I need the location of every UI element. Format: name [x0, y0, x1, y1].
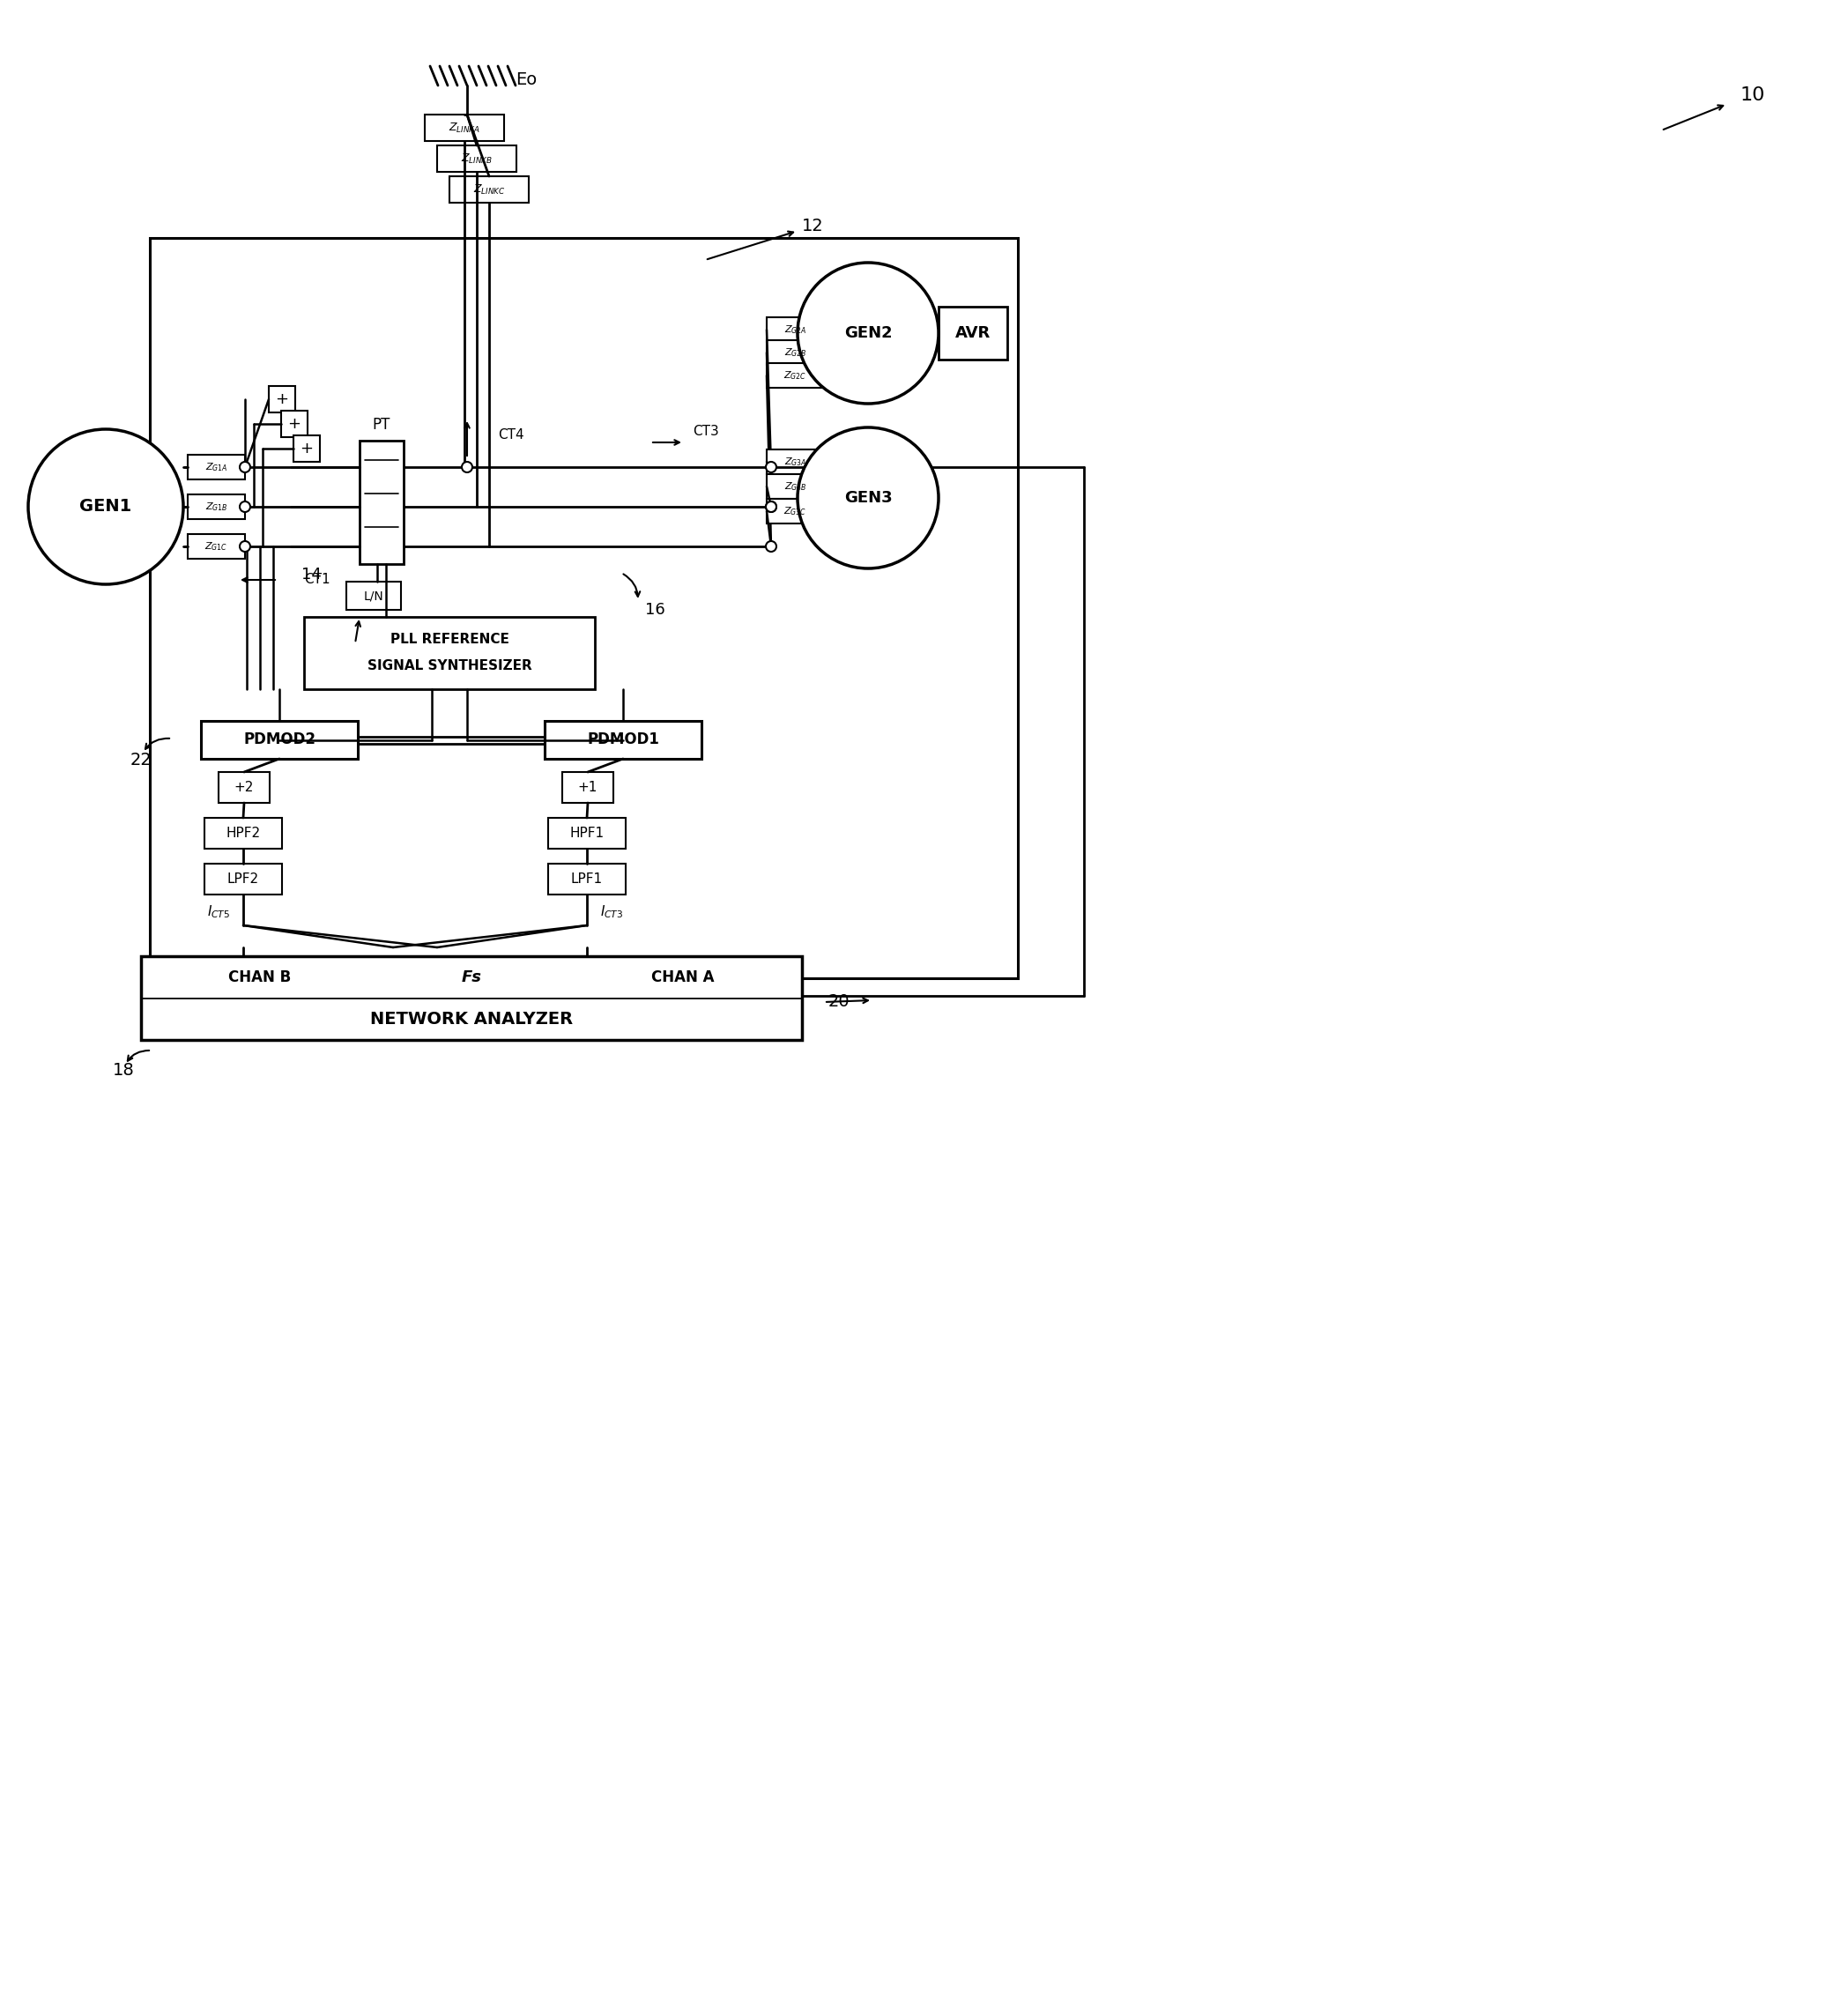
Text: GEN2: GEN2 — [845, 326, 893, 342]
Text: 18: 18 — [113, 1062, 135, 1078]
Text: PT: PT — [373, 416, 390, 433]
Circle shape — [765, 501, 776, 511]
Circle shape — [798, 264, 939, 404]
Circle shape — [765, 541, 776, 551]
Text: Eo: Eo — [516, 70, 538, 89]
Bar — [767, 449, 824, 475]
Text: PDMOD1: PDMOD1 — [588, 732, 660, 748]
Circle shape — [240, 501, 249, 511]
Text: $Z_{G3A}$: $Z_{G3A}$ — [784, 457, 806, 469]
Bar — [562, 773, 614, 803]
Text: AVR: AVR — [955, 326, 991, 342]
Bar — [294, 435, 320, 463]
Bar — [218, 773, 270, 803]
Text: CHAN A: CHAN A — [652, 970, 715, 986]
Text: CT3: CT3 — [693, 425, 719, 437]
Text: NETWORK ANALYZER: NETWORK ANALYZER — [370, 1010, 573, 1028]
Text: 12: 12 — [802, 217, 824, 233]
Text: $Z_{LINKC}$: $Z_{LINKC}$ — [473, 183, 505, 195]
Text: 16: 16 — [645, 602, 665, 618]
Text: $I_{CT3}$: $I_{CT3}$ — [601, 903, 623, 919]
Text: $Z_{G3B}$: $Z_{G3B}$ — [784, 481, 808, 493]
Circle shape — [798, 427, 939, 569]
Text: 14: 14 — [301, 567, 322, 583]
Text: +: + — [275, 390, 288, 406]
Text: GEN3: GEN3 — [845, 491, 893, 505]
Text: CT4: CT4 — [497, 429, 525, 441]
Bar — [767, 318, 824, 342]
Bar — [767, 340, 824, 364]
Text: $Z_{G1B}$: $Z_{G1B}$ — [205, 501, 227, 513]
Bar — [545, 720, 702, 759]
Circle shape — [240, 541, 249, 551]
Bar — [305, 618, 595, 690]
Text: $Z_{G1A}$: $Z_{G1A}$ — [205, 461, 227, 473]
Text: HPF2: HPF2 — [225, 827, 261, 839]
Text: +: + — [288, 416, 301, 433]
Text: CHAN B: CHAN B — [229, 970, 292, 986]
Bar — [205, 817, 283, 849]
Bar — [268, 386, 296, 412]
Text: +1: +1 — [578, 781, 597, 795]
Circle shape — [240, 463, 249, 473]
Text: $Z_{G2B}$: $Z_{G2B}$ — [784, 346, 808, 358]
Bar — [346, 581, 401, 610]
Bar — [201, 720, 359, 759]
Text: Fs: Fs — [462, 970, 482, 986]
Text: LPF2: LPF2 — [227, 873, 259, 885]
Text: $Z_{G1C}$: $Z_{G1C}$ — [205, 541, 227, 553]
Bar — [140, 956, 802, 1040]
Text: +2: +2 — [235, 781, 253, 795]
Text: 20: 20 — [828, 994, 850, 1010]
Circle shape — [765, 463, 776, 473]
Bar — [767, 362, 824, 388]
Circle shape — [765, 501, 776, 511]
Bar — [188, 495, 246, 519]
Bar — [150, 237, 1018, 978]
Text: L/N: L/N — [364, 590, 384, 602]
Bar — [549, 817, 626, 849]
Bar — [449, 177, 529, 203]
Text: LPF1: LPF1 — [571, 873, 602, 885]
Text: 22: 22 — [131, 750, 152, 769]
Text: $Z_{G2C}$: $Z_{G2C}$ — [784, 370, 808, 382]
Text: PDMOD2: PDMOD2 — [244, 732, 316, 748]
Text: SIGNAL SYNTHESIZER: SIGNAL SYNTHESIZER — [368, 660, 532, 672]
Text: PLL REFERENCE: PLL REFERENCE — [390, 634, 508, 646]
Text: $Z_{LINKA}$: $Z_{LINKA}$ — [449, 121, 480, 135]
Text: CT1: CT1 — [305, 573, 331, 588]
Bar — [205, 863, 283, 895]
Bar — [188, 533, 246, 559]
Circle shape — [28, 429, 183, 583]
Bar — [767, 475, 824, 499]
Text: $Z_{LINKB}$: $Z_{LINKB}$ — [460, 153, 493, 165]
Bar — [767, 499, 824, 523]
Text: GEN1: GEN1 — [79, 499, 131, 515]
Text: $I_{CT5}$: $I_{CT5}$ — [207, 903, 229, 919]
Bar — [188, 455, 246, 479]
Text: HPF1: HPF1 — [569, 827, 604, 839]
Text: +: + — [299, 441, 314, 457]
Bar — [281, 410, 307, 437]
Bar — [360, 441, 403, 563]
Bar — [425, 115, 505, 141]
Text: 10: 10 — [1741, 87, 1765, 105]
Text: $Z_{G3C}$: $Z_{G3C}$ — [784, 505, 808, 517]
Bar — [939, 306, 1007, 360]
Bar — [549, 863, 626, 895]
Circle shape — [462, 463, 473, 473]
Text: $Z_{G2A}$: $Z_{G2A}$ — [784, 324, 806, 336]
Bar — [438, 145, 516, 171]
